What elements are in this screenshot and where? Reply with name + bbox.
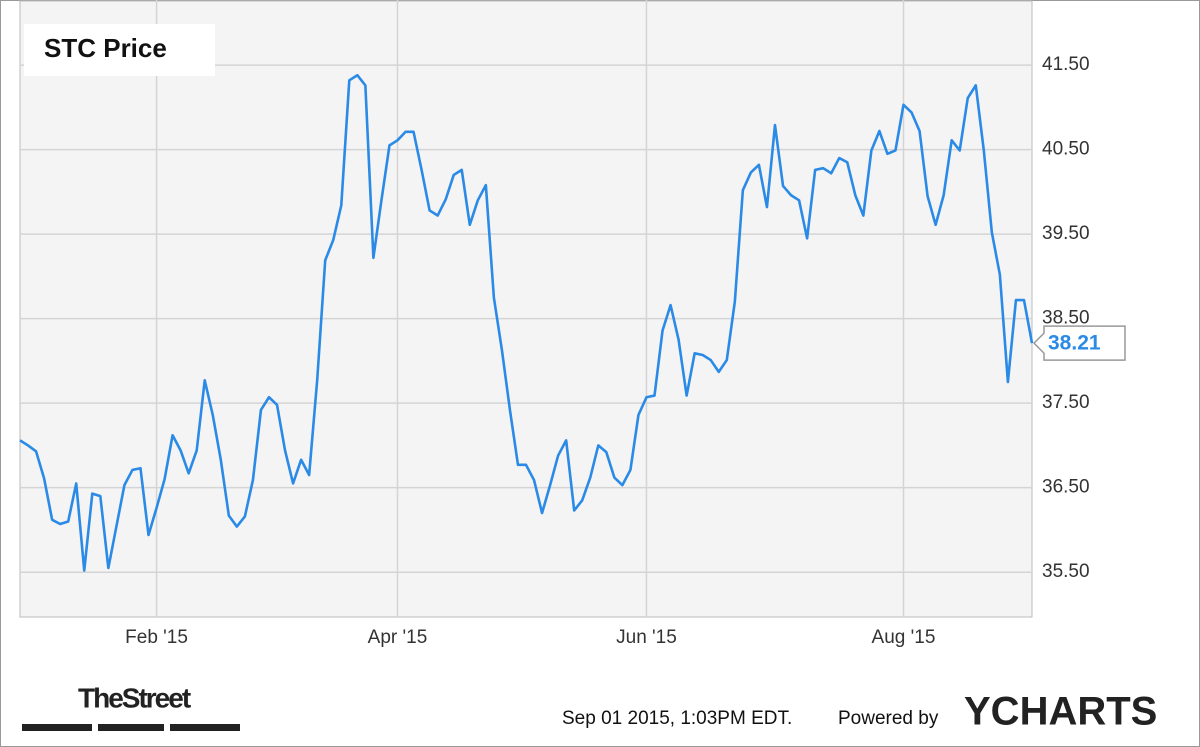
x-tick-label: Apr '15 bbox=[368, 627, 428, 648]
last-value-label: 38.21 bbox=[1048, 332, 1101, 355]
plot bbox=[19, 73, 1034, 572]
chart-title: STC Price bbox=[44, 33, 167, 63]
x-tick-label: Jun '15 bbox=[616, 627, 677, 648]
last-value-box bbox=[1032, 325, 1126, 361]
grid bbox=[20, 0, 1032, 617]
title-box bbox=[24, 24, 215, 76]
logo-bar bbox=[98, 724, 164, 731]
powered-by: Powered by bbox=[838, 708, 939, 729]
logo-bar bbox=[170, 724, 240, 731]
y-tick-label: 40.50 bbox=[1042, 139, 1090, 160]
price-line bbox=[19, 73, 1034, 572]
y-tick-label: 39.50 bbox=[1042, 223, 1090, 244]
brand-logo: YCHARTS bbox=[964, 690, 1157, 734]
y-tick-label: 36.50 bbox=[1042, 477, 1090, 498]
logo-bar bbox=[22, 724, 92, 731]
y-tick-label: 37.50 bbox=[1042, 392, 1090, 413]
y-tick-label: 41.50 bbox=[1042, 54, 1090, 75]
footer: TheStreet Sep 01 2015, 1:03PM EDT. Power… bbox=[22, 682, 1157, 734]
y-tick-label: 35.50 bbox=[1042, 561, 1090, 582]
source-logo: TheStreet bbox=[78, 682, 191, 713]
x-tick-label: Aug '15 bbox=[872, 627, 936, 648]
x-tick-label: Feb '15 bbox=[125, 627, 188, 648]
plot-area bbox=[19, 0, 1033, 618]
timestamp: Sep 01 2015, 1:03PM EDT. bbox=[562, 708, 792, 729]
y-tick-label: 38.50 bbox=[1042, 308, 1090, 329]
